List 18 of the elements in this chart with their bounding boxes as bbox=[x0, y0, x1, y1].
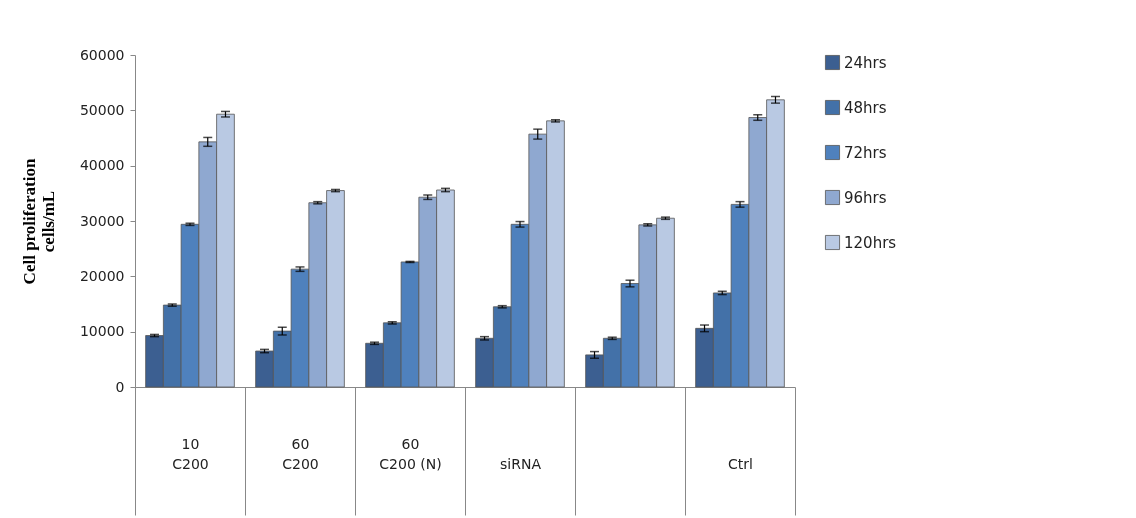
y-tick-label: 0 bbox=[115, 378, 125, 395]
legend-label: 120hrs bbox=[844, 233, 897, 252]
x-tick-label: 60 C200 bbox=[282, 435, 319, 472]
y-tick-label: 20000 bbox=[79, 267, 125, 284]
x-tick-label: siRNA bbox=[500, 455, 542, 472]
legend-label: 96hrs bbox=[844, 188, 887, 207]
y-tick-label: 60000 bbox=[79, 46, 125, 63]
y-tick-label: 50000 bbox=[79, 101, 125, 118]
y-tick-label: 40000 bbox=[79, 157, 125, 174]
y-tick-label: 30000 bbox=[79, 212, 125, 229]
x-tick-label: Ctrl bbox=[728, 455, 753, 472]
legend-label: 48hrs bbox=[844, 98, 887, 117]
y-axis-title: Cell proliferation cells/mL bbox=[19, 158, 58, 285]
legend-label: 24hrs bbox=[844, 53, 887, 72]
x-tick-label: 60 C200 (N) bbox=[379, 435, 442, 472]
legend-label: 72hrs bbox=[844, 143, 887, 162]
y-tick-label: 10000 bbox=[79, 323, 125, 340]
x-tick-label: 10 C200 bbox=[172, 435, 209, 472]
